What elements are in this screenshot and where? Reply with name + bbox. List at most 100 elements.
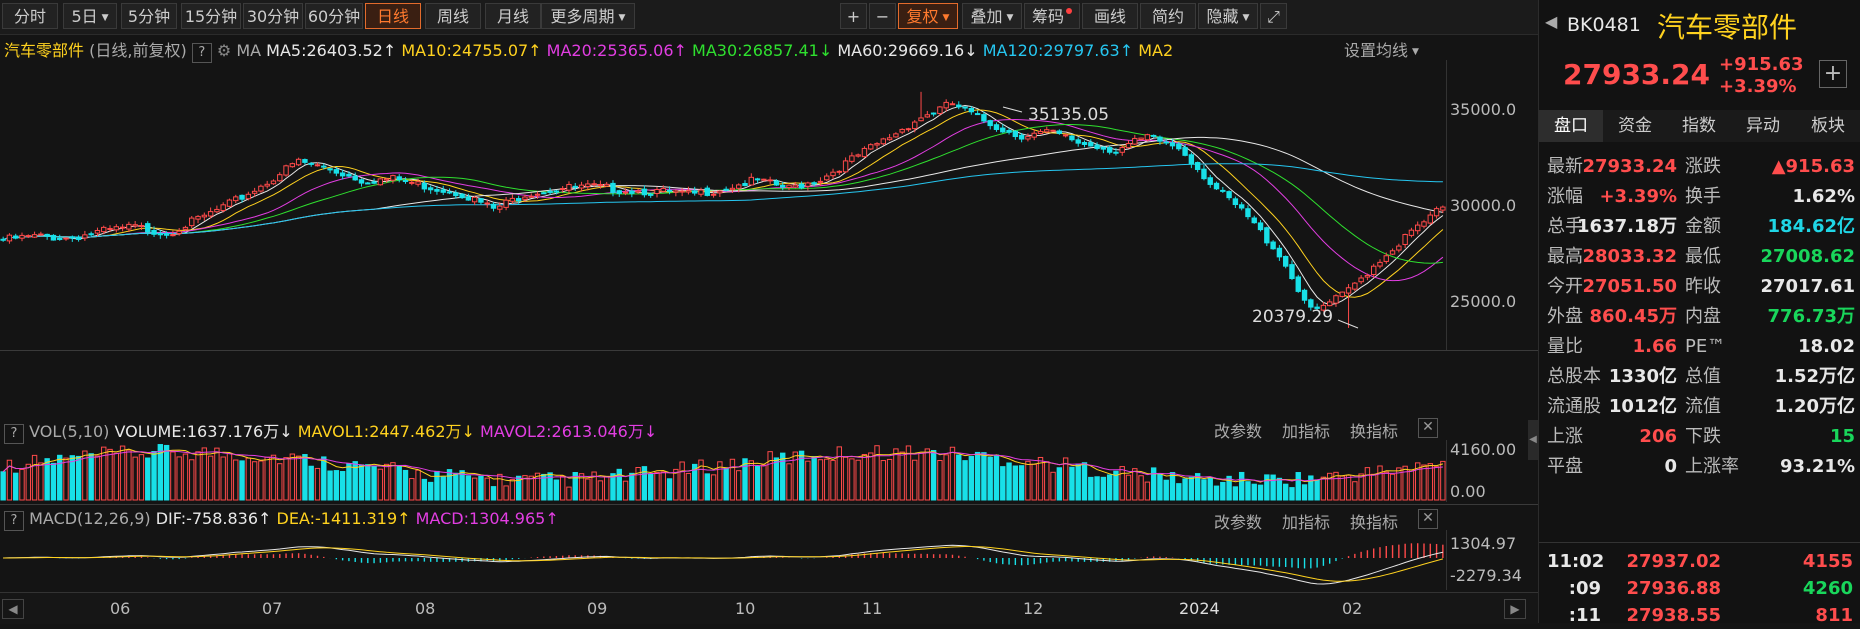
- candle: [107, 228, 113, 231]
- zoom-out-button[interactable]: −: [869, 3, 896, 29]
- tab-zijin[interactable]: 资金: [1603, 110, 1668, 142]
- volume-bar: [207, 455, 214, 501]
- tab-zhishu[interactable]: 指数: [1667, 110, 1732, 142]
- volume-bar: [1100, 476, 1107, 501]
- candle: [1383, 255, 1389, 262]
- vol-add-indicator-button[interactable]: 加指标: [1282, 422, 1331, 441]
- help-icon[interactable]: ?: [4, 511, 24, 531]
- candle: [365, 182, 371, 185]
- period-daily[interactable]: 日线: [365, 3, 421, 29]
- volume-bar: [748, 460, 754, 501]
- candle: [126, 223, 132, 230]
- ma60-value: MA60:29669.16: [837, 41, 965, 60]
- candle: [0, 238, 6, 241]
- volume-bar: [1182, 478, 1188, 501]
- candle: [478, 198, 484, 203]
- volume-bar: [427, 481, 434, 501]
- scroll-right-icon[interactable]: ▶: [1504, 599, 1526, 619]
- volume-bar: [0, 471, 6, 501]
- fuquan-button[interactable]: 复权 ▼: [898, 3, 958, 29]
- ma120-line: [2, 163, 1443, 241]
- volume-bar: [591, 471, 597, 501]
- quote-label: 最低: [1685, 246, 1721, 267]
- ma60-line: [2, 136, 1443, 241]
- ma-settings-button[interactable]: 设置均线 ▼: [1340, 37, 1419, 61]
- volume-bar: [377, 468, 384, 501]
- hide-label: 隐藏: [1206, 7, 1239, 26]
- hide-button[interactable]: 隐藏 ▼: [1198, 3, 1258, 29]
- volume-bar: [629, 472, 635, 501]
- collapse-panel-handle[interactable]: ◀: [1528, 420, 1538, 460]
- candle: [824, 175, 830, 181]
- macd-params-button[interactable]: 改参数: [1214, 513, 1263, 532]
- macd-add-indicator-button[interactable]: 加指标: [1282, 513, 1331, 532]
- tick-time: 11:02: [1547, 551, 1605, 572]
- candle: [1232, 198, 1239, 206]
- candle: [1264, 227, 1270, 244]
- candle: [798, 183, 805, 189]
- quote-value: 776.73万: [1767, 306, 1855, 327]
- vol-params-button[interactable]: 改参数: [1214, 422, 1263, 441]
- quote-row: 流通股 1012亿 流值 1.20万亿: [1539, 392, 1860, 422]
- period-5min[interactable]: 5分钟: [121, 3, 177, 29]
- volume-bar: [654, 471, 660, 501]
- candle: [358, 179, 365, 184]
- volume-bar: [25, 463, 31, 501]
- candlestick-chart[interactable]: 35135.05 20379.29: [0, 60, 1446, 350]
- candle: [1150, 134, 1157, 137]
- candle: [855, 154, 861, 157]
- candle: [151, 230, 157, 235]
- quote-panel: ◀ BK0481 汽车零部件 27933.24 +915.63 +3.39% +…: [1538, 0, 1860, 626]
- period-5day[interactable]: 5日 ▼: [63, 3, 117, 29]
- divider: [0, 350, 1538, 351]
- vol-switch-indicator-button[interactable]: 换指标: [1350, 422, 1399, 441]
- period-15min[interactable]: 15分钟: [181, 3, 241, 29]
- fullscreen-button[interactable]: ⤢: [1260, 3, 1287, 29]
- scroll-left-icon[interactable]: ◀: [2, 599, 24, 619]
- last-price: 27933.24: [1563, 58, 1711, 91]
- back-icon[interactable]: ◀: [1545, 12, 1558, 31]
- overlay-button[interactable]: 叠加 ▼: [962, 3, 1022, 29]
- macd-chart[interactable]: [0, 530, 1446, 590]
- gear-icon[interactable]: ⚙: [216, 41, 232, 60]
- candle: [912, 121, 918, 130]
- close-icon[interactable]: ✕: [1418, 418, 1438, 438]
- tab-bankuai[interactable]: 板块: [1795, 110, 1860, 142]
- period-weekly[interactable]: 周线: [425, 3, 481, 29]
- macd-switch-indicator-button[interactable]: 换指标: [1350, 513, 1399, 532]
- candle: [1408, 229, 1415, 236]
- candle: [415, 181, 421, 185]
- candle: [1377, 261, 1383, 267]
- candle: [1440, 206, 1446, 211]
- chip-button[interactable]: 筹码: [1024, 3, 1080, 29]
- add-watchlist-button[interactable]: +: [1819, 60, 1847, 88]
- volume-chart[interactable]: [0, 440, 1446, 502]
- period-60min[interactable]: 60分钟: [305, 3, 363, 29]
- volume-bar: [226, 452, 233, 501]
- simple-mode-button[interactable]: 简约: [1140, 3, 1196, 29]
- close-icon[interactable]: ✕: [1418, 509, 1438, 529]
- candle: [647, 193, 654, 196]
- period-intraday[interactable]: 分时: [2, 3, 58, 29]
- candle: [1370, 265, 1377, 276]
- volume-bar: [962, 460, 968, 501]
- volume-bar: [302, 454, 308, 501]
- volume-bar: [365, 464, 371, 501]
- period-30min[interactable]: 30分钟: [243, 3, 303, 29]
- zoom-in-button[interactable]: +: [840, 3, 867, 29]
- volume-bar: [497, 473, 503, 501]
- vol-tick-zero: 0.00: [1450, 482, 1486, 501]
- quote-label: 最新: [1547, 156, 1583, 177]
- volume-bar: [1226, 475, 1232, 501]
- draw-line-button[interactable]: 画线: [1082, 3, 1138, 29]
- volume-bar: [1213, 485, 1220, 501]
- candle: [201, 214, 208, 218]
- volume-bar: [956, 454, 962, 501]
- candle: [723, 188, 729, 191]
- period-more[interactable]: 更多周期 ▼: [541, 3, 635, 29]
- month-label: 10: [735, 599, 756, 618]
- candle: [25, 235, 31, 238]
- tab-pankou[interactable]: 盘口: [1539, 110, 1604, 142]
- tab-yidong[interactable]: 异动: [1731, 110, 1796, 142]
- period-monthly[interactable]: 月线: [485, 3, 541, 29]
